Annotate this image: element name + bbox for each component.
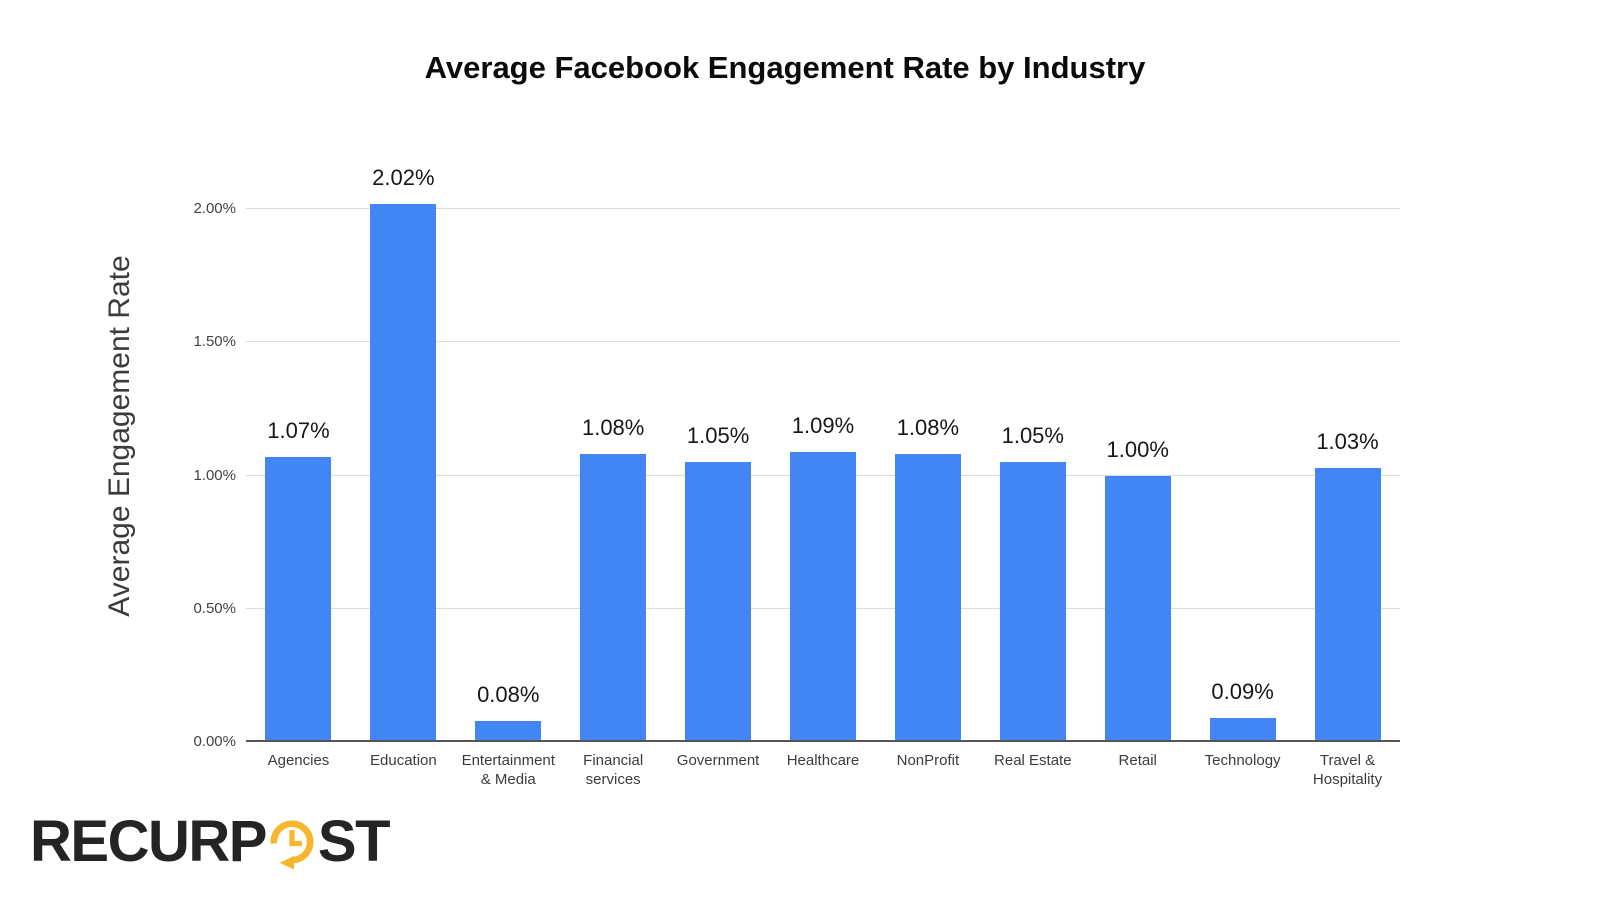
bar-group: 0.09% Technology [1190,209,1295,769]
bar-retail [1104,475,1171,742]
y-tick-label: 2.00% [193,200,236,217]
logo-text-right: ST [317,809,391,874]
plot-area: 0.00% 0.50% 1.00% 1.50% 2.00% 1.07% Agencies 2… [193,165,1400,788]
bar-education [370,203,437,742]
x-axis-label: Retail [1118,752,1157,769]
y-axis-tick-labels: 0.00% 0.50% 1.00% 1.50% 2.00% [193,201,1400,750]
y-tick-label: 0.50% [193,599,236,617]
bar-agencies [265,456,332,742]
bar-technology [1209,718,1276,742]
bar-value-label: 1.05% [686,423,750,449]
gridline [246,208,1400,209]
bar-group: 1.09% Healthcare [771,209,876,769]
x-axis-label: Agencies [267,752,330,769]
bar-value-label: 0.09% [1211,679,1274,705]
bar-group: 0.08% Entertainment & Media [456,209,561,788]
x-axis-label: Education [370,752,437,769]
recurpost-logo: RECURP ST [30,809,391,874]
bar-entertainment [475,720,542,742]
bar-group: 1.03% Travel & Hospitality [1295,209,1400,788]
bar-value-label: 1.03% [1316,428,1379,454]
y-axis-title: Average Engagement Rate [103,255,136,617]
bar-group: 1.07% Agencies [246,209,351,769]
x-axis-label: Government [676,752,760,769]
bar-group: 1.05% Government [666,209,771,769]
bars-layer: 1.07% Agencies 2.02% Education 0.08% Entertai… [246,165,1400,788]
bar-value-label: 1.00% [1106,436,1169,462]
bar-government [685,462,752,742]
bar-value-label: 1.09% [791,412,855,438]
bar-travel [1314,467,1381,742]
bar-value-label: 1.05% [1001,423,1064,449]
bar-group: 2.02% Education [351,165,456,769]
bar-group: 1.08% Financial services [561,209,666,788]
y-tick-label: 0.00% [193,733,236,750]
x-axis-label: Healthcare [786,752,860,769]
bar-group: 1.00% Retail [1085,209,1190,769]
bar-group: 1.05% Real Estate [980,209,1085,769]
bar-value-label: 1.07% [267,417,330,443]
chart-title: Average Facebook Engagement Rate by Indu… [424,50,1146,85]
gridline [246,341,1400,343]
y-tick-label: 1.50% [193,333,236,351]
bar-value-label: 1.08% [581,415,645,441]
y-tick-label: 1.00% [193,466,236,484]
x-axis-label: Financial services [583,752,644,788]
logo-text-left: RECURP [30,809,267,874]
bar-value-label: 1.08% [896,415,960,441]
x-axis-label: Real Estate [994,752,1072,769]
bar-value-label: 2.02% [372,164,435,190]
bar-value-label: 0.08% [477,681,540,707]
bar-nonprofit [894,454,961,742]
x-axis-label: NonProfit [896,752,960,769]
x-axis-label: Travel & Hospitality [1312,752,1383,788]
bar-financial [580,454,647,742]
x-axis-label: Technology [1204,752,1281,769]
bar-real-estate [999,462,1066,742]
x-axis-line [246,740,1400,742]
bar-healthcare [789,451,856,742]
bar-group: 1.08% NonProfit [875,209,980,769]
clock-history-icon [270,820,314,870]
x-axis-label: Entertainment & Media [461,752,555,788]
